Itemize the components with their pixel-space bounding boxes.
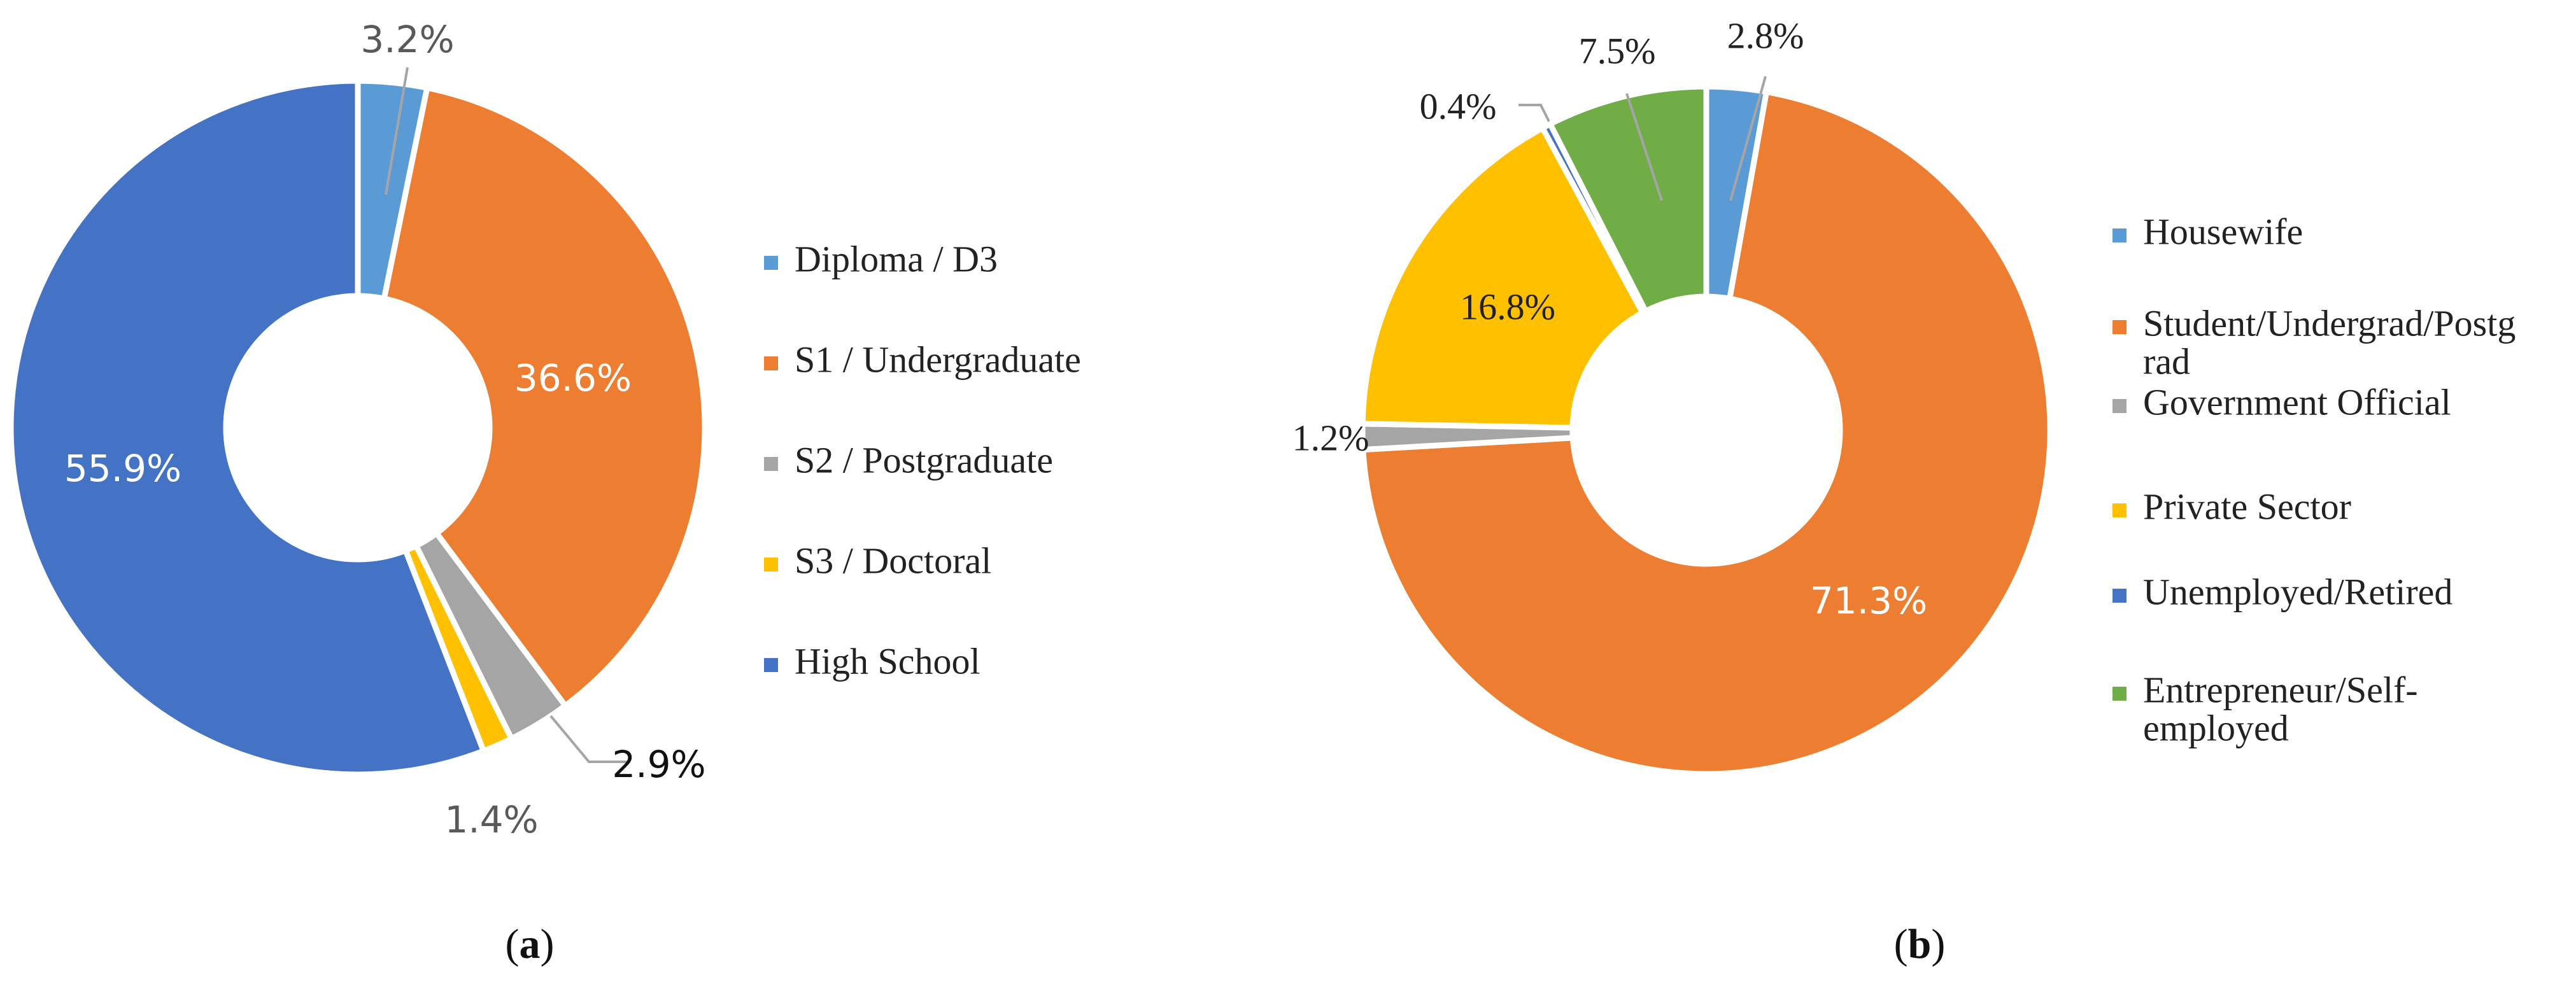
chart-a-caption: (a): [506, 921, 555, 967]
chart-a-legend-swatch-s3-doctoral: [764, 558, 778, 572]
chart-b-data-label-entrepreneur-self-employed: 7.5%: [1579, 30, 1656, 71]
chart-b-slice-private-sector: [1359, 125, 1646, 431]
chart-b-data-label-unemployed-retired: 0.4%: [1420, 85, 1497, 127]
chart-a-legend-swatch-diploma-d3: [764, 256, 778, 270]
chart-b-group: 2.8% 71.3% 1.2% 16.8% 0.4% 7.5% Housewife Stude…: [1292, 15, 2516, 967]
chart-a-legend-swatch-s2-postgraduate: [764, 457, 778, 471]
chart-a-slice-s1-undergraduate: [381, 85, 708, 709]
chart-a-leader-diploma-d3: [385, 67, 409, 195]
chart-a-legend-swatch-s1-undergraduate: [764, 356, 778, 370]
chart-b-legend-label-government-official: Government Official: [2143, 381, 2451, 423]
chart-b-caption: (b): [1894, 921, 1946, 967]
chart-a-legend-label-s2-postgraduate: S2 / Postgraduate: [795, 439, 1053, 480]
chart-b-legend-label-student-undergrad-postgrad-line2: rad: [2143, 340, 2190, 382]
chart-b-slice-student-undergrad-postgrad: [1360, 88, 2053, 777]
chart-b-data-label-student-undergrad-postgrad: 71.3%: [1810, 579, 1927, 622]
chart-b-legend-label-entrepreneur-self-employed: Entrepreneur/Self-: [2143, 669, 2418, 710]
chart-a-legend-swatch-high-school: [764, 658, 778, 672]
chart-a-legend-label-s3-doctoral: S3 / Doctoral: [795, 540, 991, 581]
chart-a-leader-s2-postgraduate: [549, 715, 627, 763]
chart-b-legend-swatch-government-official: [2112, 399, 2127, 413]
chart-a-data-label-s2-postgraduate: 2.9%: [612, 743, 705, 786]
chart-a-legend-label-high-school: High School: [795, 640, 980, 682]
chart-b-data-label-private-sector: 16.8%: [1460, 286, 1555, 327]
chart-b-legend-label-student-undergrad-postgrad: Student/Undergrad/Postg: [2143, 302, 2516, 344]
chart-b-legend-swatch-unemployed-retired: [2112, 589, 2127, 603]
chart-b-legend-label-entrepreneur-self-employed-line2: employed: [2143, 707, 2289, 748]
chart-b-slice-entrepreneur-self-employed: [1547, 83, 1709, 314]
chart-a-slice-high-school: [8, 78, 486, 778]
chart-b-legend-swatch-student-undergrad-postgrad: [2112, 320, 2127, 334]
chart-a-data-label-diploma-d3: 3.2%: [360, 18, 454, 61]
chart-a-data-label-s1-undergraduate: 36.6%: [514, 356, 632, 400]
chart-a-legend-label-diploma-d3: Diploma / D3: [795, 238, 998, 279]
chart-b-legend-swatch-housewife: [2112, 228, 2127, 242]
chart-b-legend-swatch-entrepreneur-self-employed: [2112, 687, 2127, 701]
chart-a-data-label-s3-doctoral: 1.4%: [444, 798, 538, 841]
chart-b-legend-swatch-private-sector: [2112, 503, 2127, 517]
chart-b-legend-label-private-sector: Private Sector: [2143, 486, 2351, 527]
chart-a-data-label-high-school: 55.9%: [64, 447, 181, 490]
chart-b-leader-entrepreneur-self-employed: [1625, 93, 1663, 201]
chart-b-legend-label-housewife: Housewife: [2143, 211, 2303, 252]
chart-a-legend-label-s1-undergraduate: S1 / Undergraduate: [795, 339, 1081, 380]
chart-b-data-label-housewife: 2.8%: [1727, 15, 1804, 56]
chart-a-group: 3.2% 36.6% 2.9% 1.4% 55.9% Diploma / D3 S1 / U…: [8, 18, 1081, 967]
chart-b-leader-housewife: [1729, 76, 1767, 201]
chart-b-data-label-government-official: 1.2%: [1292, 417, 1369, 458]
chart-b-legend-label-unemployed-retired: Unemployed/Retired: [2143, 571, 2452, 612]
